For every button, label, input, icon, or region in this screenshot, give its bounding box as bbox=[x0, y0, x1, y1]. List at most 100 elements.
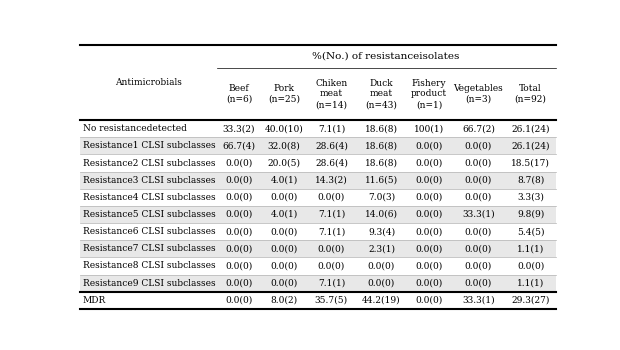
Text: 0.0(0): 0.0(0) bbox=[318, 244, 345, 253]
Text: 32.0(8): 32.0(8) bbox=[268, 141, 300, 150]
Text: Resistance6 CLSI subclasses: Resistance6 CLSI subclasses bbox=[83, 227, 215, 236]
Bar bbox=[80, 137, 556, 154]
Text: 2.3(1): 2.3(1) bbox=[368, 244, 395, 253]
Bar bbox=[80, 120, 556, 137]
Bar bbox=[80, 154, 556, 172]
Text: 4.0(1): 4.0(1) bbox=[270, 210, 298, 219]
Text: 0.0(0): 0.0(0) bbox=[226, 279, 253, 288]
Bar bbox=[80, 240, 556, 257]
Text: 40.0(10): 40.0(10) bbox=[265, 124, 303, 133]
Text: 33.3(2): 33.3(2) bbox=[223, 124, 255, 133]
Text: Duck
meat
(n=43): Duck meat (n=43) bbox=[366, 79, 397, 109]
Text: 0.0(0): 0.0(0) bbox=[270, 227, 298, 236]
Text: 35.7(5): 35.7(5) bbox=[315, 296, 348, 305]
Bar bbox=[80, 189, 556, 206]
Text: 0.0(0): 0.0(0) bbox=[270, 193, 298, 202]
Text: 33.3(1): 33.3(1) bbox=[462, 296, 495, 305]
Text: Total
(n=92): Total (n=92) bbox=[515, 84, 546, 104]
Text: 7.1(1): 7.1(1) bbox=[318, 227, 345, 236]
Text: 14.3(2): 14.3(2) bbox=[315, 176, 348, 185]
Text: Resistance1 CLSI subclasses: Resistance1 CLSI subclasses bbox=[83, 141, 215, 150]
Text: 0.0(0): 0.0(0) bbox=[415, 176, 443, 185]
Text: 0.0(0): 0.0(0) bbox=[226, 210, 253, 219]
Text: Resistance4 CLSI subclasses: Resistance4 CLSI subclasses bbox=[83, 193, 215, 202]
Text: 0.0(0): 0.0(0) bbox=[415, 279, 443, 288]
Text: Resistance5 CLSI subclasses: Resistance5 CLSI subclasses bbox=[83, 210, 216, 219]
Text: 14.0(6): 14.0(6) bbox=[365, 210, 398, 219]
Text: 29.3(27): 29.3(27) bbox=[512, 296, 550, 305]
Text: No resistancedetected: No resistancedetected bbox=[83, 124, 187, 133]
Text: 7.1(1): 7.1(1) bbox=[318, 279, 345, 288]
Text: Vegetables
(n=3): Vegetables (n=3) bbox=[454, 84, 503, 104]
Text: 0.0(0): 0.0(0) bbox=[270, 244, 298, 253]
Text: Chiken
meat
(n=14): Chiken meat (n=14) bbox=[316, 79, 348, 109]
Text: 0.0(0): 0.0(0) bbox=[226, 244, 253, 253]
Text: 18.6(8): 18.6(8) bbox=[365, 159, 398, 168]
Text: 0.0(0): 0.0(0) bbox=[415, 227, 443, 236]
Text: 0.0(0): 0.0(0) bbox=[465, 141, 492, 150]
Text: 7.0(3): 7.0(3) bbox=[368, 193, 395, 202]
Text: 0.0(0): 0.0(0) bbox=[226, 261, 253, 271]
Text: 44.2(19): 44.2(19) bbox=[362, 296, 401, 305]
Text: Resistance3 CLSI subclasses: Resistance3 CLSI subclasses bbox=[83, 176, 215, 185]
Text: Resistance7 CLSI subclasses: Resistance7 CLSI subclasses bbox=[83, 244, 215, 253]
Bar bbox=[80, 274, 556, 292]
Text: 26.1(24): 26.1(24) bbox=[512, 124, 550, 133]
Bar bbox=[80, 292, 556, 309]
Bar bbox=[80, 206, 556, 223]
Text: 26.1(24): 26.1(24) bbox=[512, 141, 550, 150]
Text: 0.0(0): 0.0(0) bbox=[270, 261, 298, 271]
Text: 0.0(0): 0.0(0) bbox=[415, 141, 443, 150]
Text: 66.7(4): 66.7(4) bbox=[223, 141, 255, 150]
Text: 18.6(8): 18.6(8) bbox=[365, 124, 398, 133]
Text: 0.0(0): 0.0(0) bbox=[415, 261, 443, 271]
Text: 0.0(0): 0.0(0) bbox=[415, 159, 443, 168]
Text: 0.0(0): 0.0(0) bbox=[318, 261, 345, 271]
Text: 0.0(0): 0.0(0) bbox=[465, 261, 492, 271]
Text: 100(1): 100(1) bbox=[414, 124, 444, 133]
Text: 0.0(0): 0.0(0) bbox=[368, 279, 395, 288]
Text: 28.6(4): 28.6(4) bbox=[315, 159, 348, 168]
Text: Resistance2 CLSI subclasses: Resistance2 CLSI subclasses bbox=[83, 159, 215, 168]
Text: 0.0(0): 0.0(0) bbox=[415, 296, 443, 305]
Text: 7.1(1): 7.1(1) bbox=[318, 210, 345, 219]
Text: 28.6(4): 28.6(4) bbox=[315, 141, 348, 150]
Text: 66.7(2): 66.7(2) bbox=[462, 124, 495, 133]
Text: Pork
(n=25): Pork (n=25) bbox=[268, 84, 300, 104]
Text: 5.4(5): 5.4(5) bbox=[517, 227, 544, 236]
Text: Resistance8 CLSI subclasses: Resistance8 CLSI subclasses bbox=[83, 261, 215, 271]
Text: 0.0(0): 0.0(0) bbox=[318, 193, 345, 202]
Text: MDR: MDR bbox=[83, 296, 106, 305]
Text: 33.3(1): 33.3(1) bbox=[462, 210, 495, 219]
Bar bbox=[80, 172, 556, 189]
Text: 8.7(8): 8.7(8) bbox=[517, 176, 544, 185]
Text: 7.1(1): 7.1(1) bbox=[318, 124, 345, 133]
Text: 0.0(0): 0.0(0) bbox=[415, 210, 443, 219]
Text: 3.3(3): 3.3(3) bbox=[517, 193, 544, 202]
Text: 0.0(0): 0.0(0) bbox=[226, 176, 253, 185]
Text: 20.0(5): 20.0(5) bbox=[267, 159, 301, 168]
Text: 0.0(0): 0.0(0) bbox=[226, 159, 253, 168]
Text: 0.0(0): 0.0(0) bbox=[415, 193, 443, 202]
Text: 0.0(0): 0.0(0) bbox=[465, 176, 492, 185]
Text: 0.0(0): 0.0(0) bbox=[368, 261, 395, 271]
Text: Resistance9 CLSI subclasses: Resistance9 CLSI subclasses bbox=[83, 279, 215, 288]
Text: Antimicrobials: Antimicrobials bbox=[115, 78, 182, 87]
Text: 0.0(0): 0.0(0) bbox=[415, 244, 443, 253]
Text: Beef
(n=6): Beef (n=6) bbox=[226, 84, 252, 104]
Text: 0.0(0): 0.0(0) bbox=[465, 244, 492, 253]
Text: %(No.) of resistanceisolates: %(No.) of resistanceisolates bbox=[312, 52, 460, 61]
Bar bbox=[80, 223, 556, 240]
Text: 1.1(1): 1.1(1) bbox=[517, 279, 544, 288]
Text: 0.0(0): 0.0(0) bbox=[465, 279, 492, 288]
Text: 8.0(2): 8.0(2) bbox=[270, 296, 298, 305]
Text: 9.8(9): 9.8(9) bbox=[517, 210, 544, 219]
Text: 0.0(0): 0.0(0) bbox=[226, 227, 253, 236]
Text: 0.0(0): 0.0(0) bbox=[465, 159, 492, 168]
Text: 0.0(0): 0.0(0) bbox=[517, 261, 544, 271]
Text: Fishery
product
(n=1): Fishery product (n=1) bbox=[411, 79, 447, 109]
Text: 4.0(1): 4.0(1) bbox=[270, 176, 298, 185]
Text: 18.6(8): 18.6(8) bbox=[365, 141, 398, 150]
Text: 11.6(5): 11.6(5) bbox=[365, 176, 398, 185]
Text: 0.0(0): 0.0(0) bbox=[226, 296, 253, 305]
